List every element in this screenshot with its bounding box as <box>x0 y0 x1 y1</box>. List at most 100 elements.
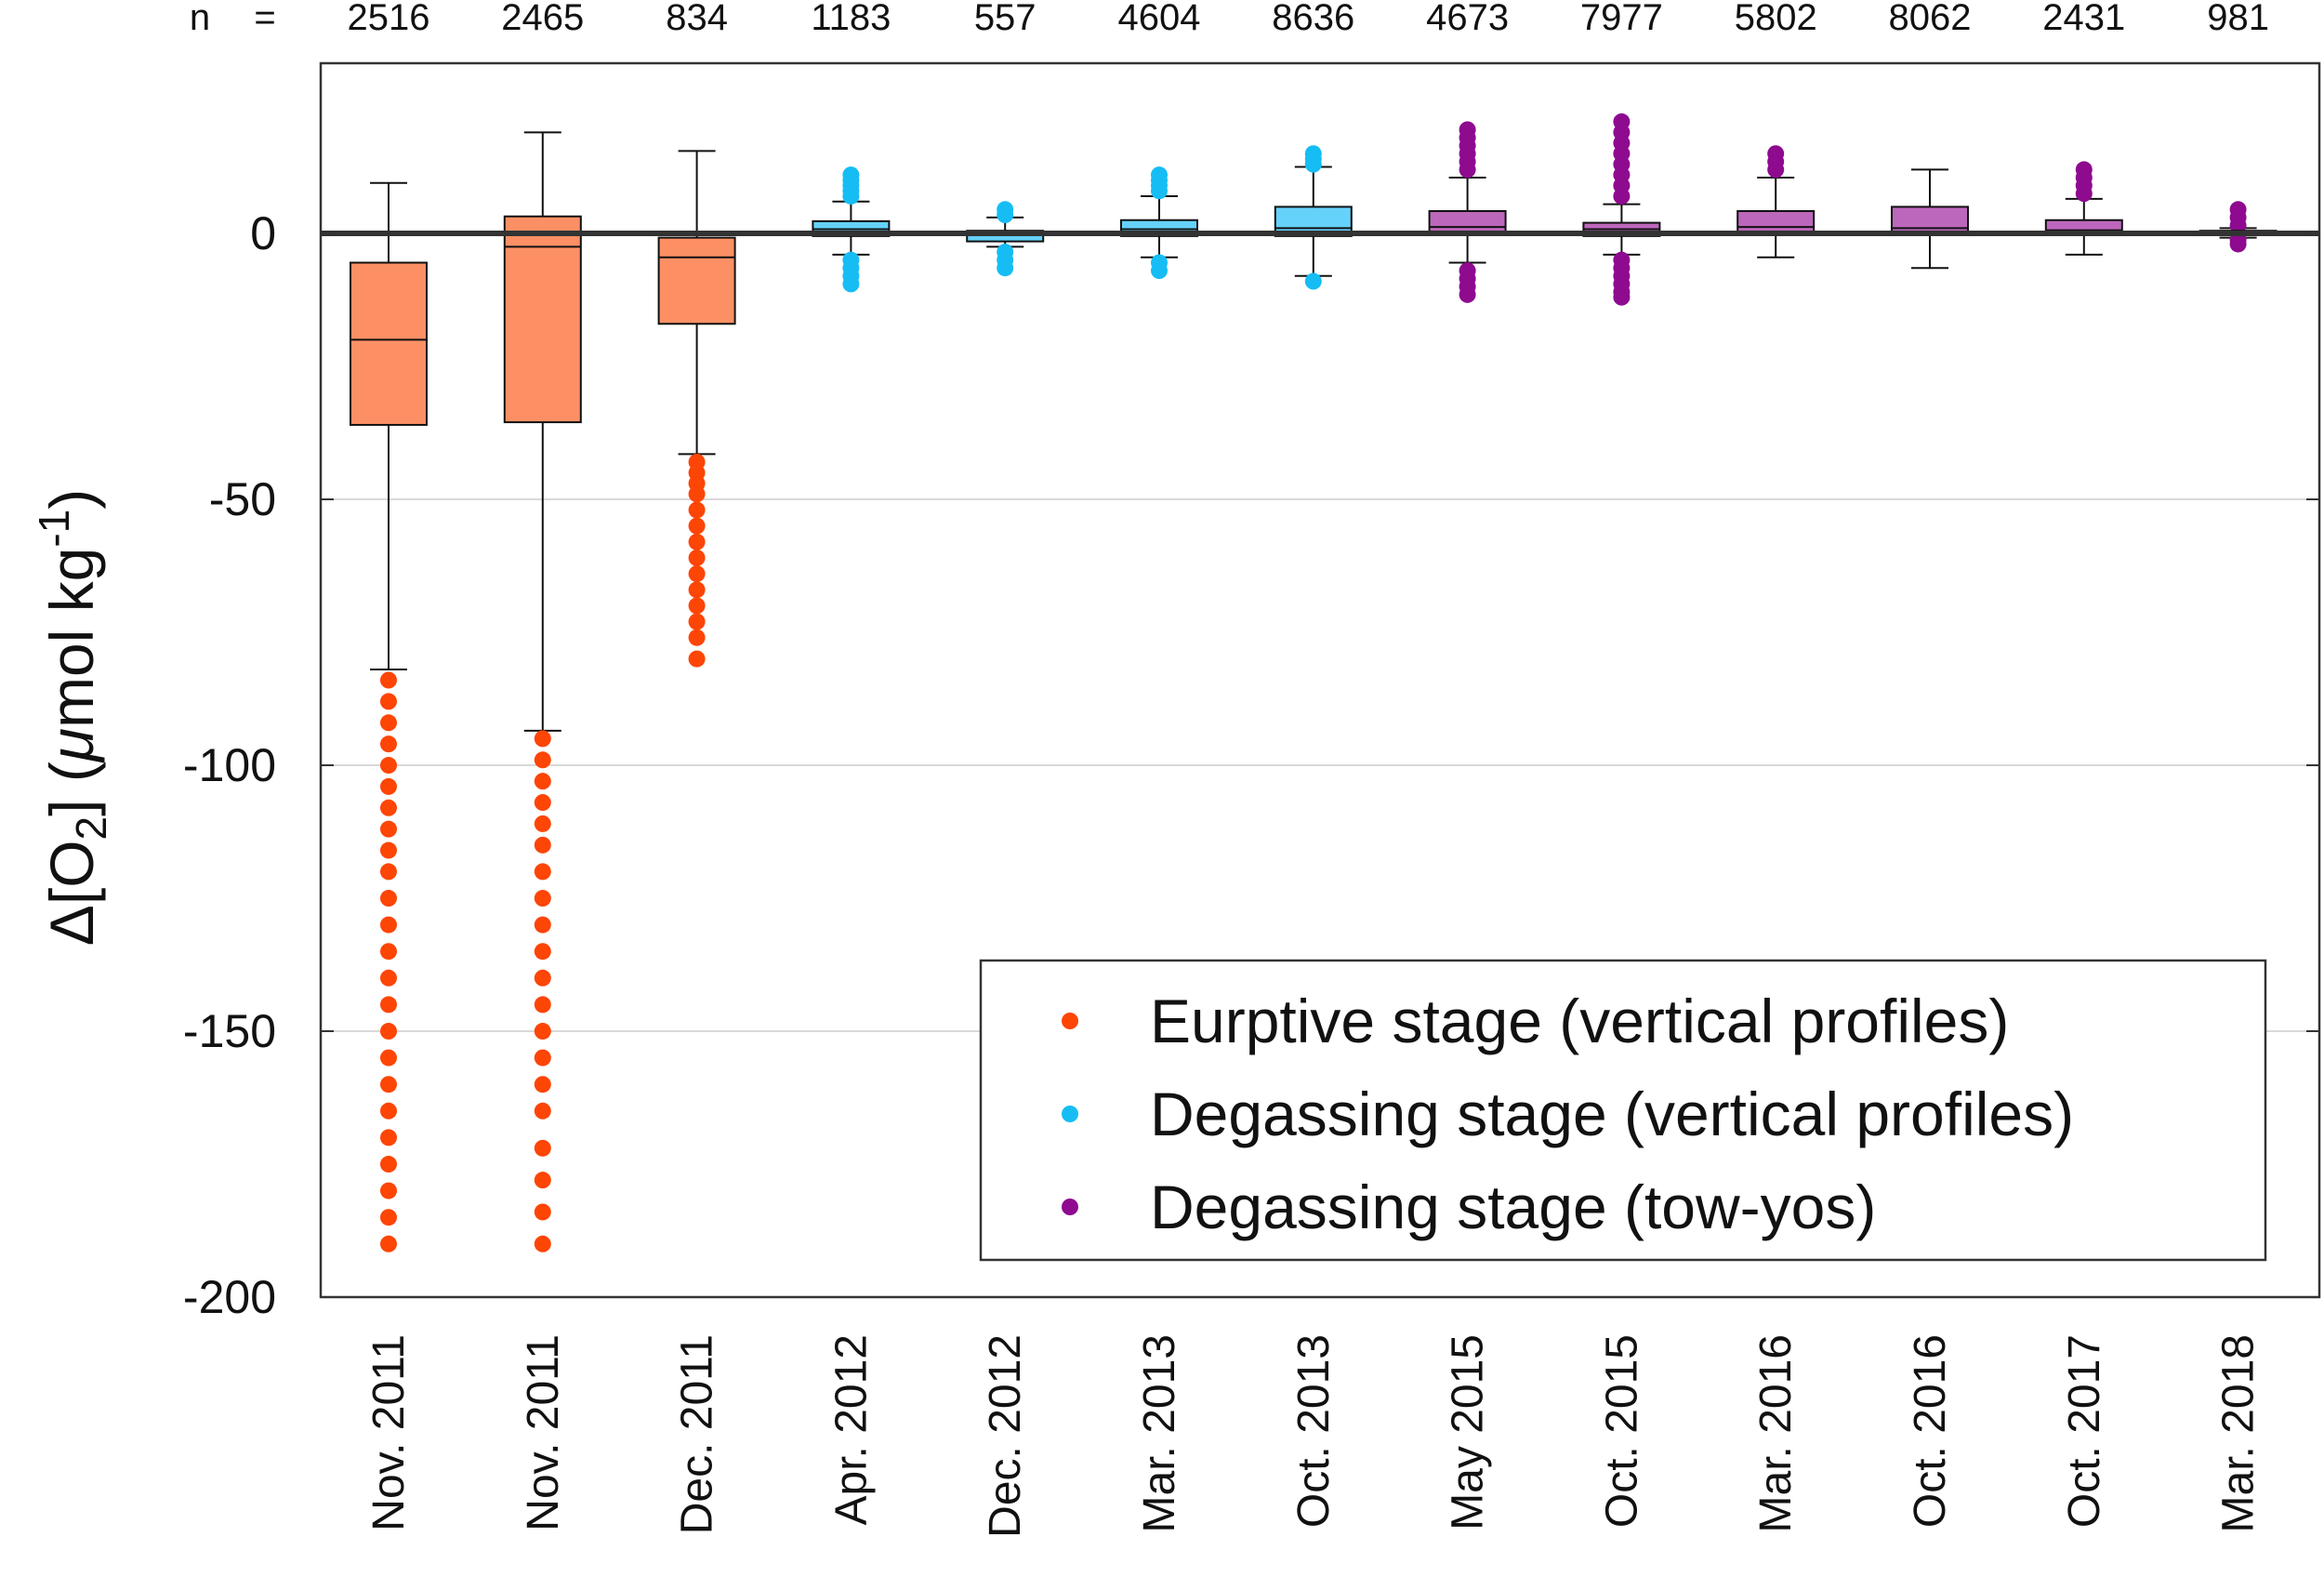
x-axis: Nov. 2011 Nov. 2011 Dec. 2011 Apr. 2012 Dec.… <box>364 1334 2264 1538</box>
sample-count-label: 2465 <box>501 0 584 38</box>
y-tick-label: -200 <box>183 1271 276 1323</box>
ylabel-unit: mol kg <box>37 548 106 728</box>
outlier-point <box>534 943 551 961</box>
outlier-point <box>380 841 397 859</box>
box-group <box>503 131 582 1252</box>
box-group <box>812 166 891 293</box>
box-group <box>2044 161 2123 256</box>
x-tick-label: Mar. 2013 <box>1135 1334 1184 1532</box>
outlier-point <box>380 1049 397 1067</box>
x-tick-label: Mar. 2016 <box>1751 1334 1801 1532</box>
outlier-point <box>534 1139 551 1157</box>
box-series <box>350 113 2278 1252</box>
ylabel-close: ) <box>37 489 106 510</box>
outlier-point <box>534 730 551 748</box>
outlier-point <box>380 996 397 1014</box>
n-equals-label: = <box>254 0 275 38</box>
box-group <box>966 201 1045 277</box>
outlier-point <box>1613 113 1631 130</box>
sample-count-label: 834 <box>666 0 728 38</box>
outlier-point <box>534 1023 551 1040</box>
x-tick-label: Dec. 2011 <box>673 1334 722 1534</box>
x-tick-label: Oct. 2016 <box>1906 1334 1955 1528</box>
outlier-point <box>380 799 397 816</box>
outlier-point <box>380 916 397 934</box>
outlier-point <box>534 751 551 769</box>
outlier-point <box>688 549 706 566</box>
outlier-point <box>380 969 397 987</box>
outlier-point <box>688 565 706 583</box>
ylabel-delta: Δ <box>37 905 106 946</box>
outlier-point <box>842 166 860 184</box>
outlier-point <box>380 714 397 732</box>
box-iqr <box>1891 205 1969 236</box>
box-group <box>1582 113 1661 306</box>
legend-marker <box>1062 1199 1078 1215</box>
outlier-point <box>688 581 706 599</box>
box-iqr <box>657 236 736 325</box>
box-group <box>1736 145 1816 258</box>
outlier-point <box>534 794 551 812</box>
outlier-point <box>534 863 551 881</box>
outlier-point <box>534 916 551 934</box>
y-axis: 0 -50 -100 -150 -200 <box>183 207 2319 1323</box>
outlier-point <box>2229 201 2247 219</box>
outlier-point <box>688 533 706 550</box>
ylabel-mu: μ <box>37 728 106 763</box>
outlier-point <box>380 1235 397 1252</box>
x-tick-label: Oct. 2017 <box>2060 1334 2109 1528</box>
x-tick-label: Apr. 2012 <box>826 1334 876 1526</box>
outlier-point <box>380 943 397 961</box>
box-iqr <box>503 215 582 424</box>
n-prefix-label: n <box>190 0 210 38</box>
box-group <box>1120 166 1198 280</box>
outlier-point <box>534 815 551 832</box>
x-tick-label: Nov. 2011 <box>519 1334 568 1531</box>
sample-count-label: 981 <box>2207 0 2269 38</box>
outlier-point <box>688 517 706 535</box>
outlier-point <box>534 1049 551 1067</box>
x-tick-label: Oct. 2013 <box>1289 1334 1339 1528</box>
outlier-point <box>380 757 397 775</box>
ylabel-superscript: -1 <box>30 510 78 548</box>
plot-frame <box>319 61 2321 1299</box>
x-tick-label: Dec. 2012 <box>981 1334 1030 1538</box>
outlier-point <box>1151 166 1168 184</box>
box-iqr <box>350 261 428 426</box>
outlier-point <box>688 613 706 630</box>
sample-count-label: 557 <box>974 0 1037 38</box>
x-tick-label: Nov. 2011 <box>364 1334 414 1531</box>
outlier-point <box>534 1076 551 1093</box>
outlier-point <box>534 969 551 987</box>
x-tick-label: Oct. 2015 <box>1597 1334 1646 1528</box>
legend-marker <box>1062 1106 1078 1122</box>
outlier-point <box>534 773 551 790</box>
legend-marker <box>1062 1013 1078 1029</box>
outlier-point <box>1459 121 1476 139</box>
outlier-point <box>688 650 706 668</box>
outlier-point <box>534 996 551 1014</box>
outlier-point <box>380 735 397 753</box>
box-iqr <box>1428 210 1507 236</box>
outlier-point <box>688 629 706 646</box>
y-tick-label: -50 <box>209 473 276 525</box>
outlier-point <box>534 1203 551 1221</box>
ylabel-subscript: 2 <box>67 816 115 841</box>
outlier-point <box>2229 235 2247 253</box>
outlier-point <box>380 1129 397 1146</box>
outlier-point <box>997 259 1014 277</box>
outlier-point <box>534 836 551 854</box>
legend-label: Eurptive stage (vertical profiles) <box>1150 987 2009 1055</box>
box-group <box>1274 145 1353 290</box>
outlier-point <box>1151 262 1168 280</box>
outlier-point <box>380 693 397 710</box>
outlier-point <box>380 1076 397 1093</box>
ylabel-bracket-open: [O <box>37 840 106 905</box>
box-group <box>1891 168 1969 270</box>
legend-label: Degassing stage (vertical profiles) <box>1150 1080 2074 1148</box>
outlier-point <box>1613 288 1631 306</box>
ylabel-bracket-close: ] ( <box>37 762 106 816</box>
outlier-point <box>1459 285 1476 303</box>
outlier-point <box>688 485 706 503</box>
